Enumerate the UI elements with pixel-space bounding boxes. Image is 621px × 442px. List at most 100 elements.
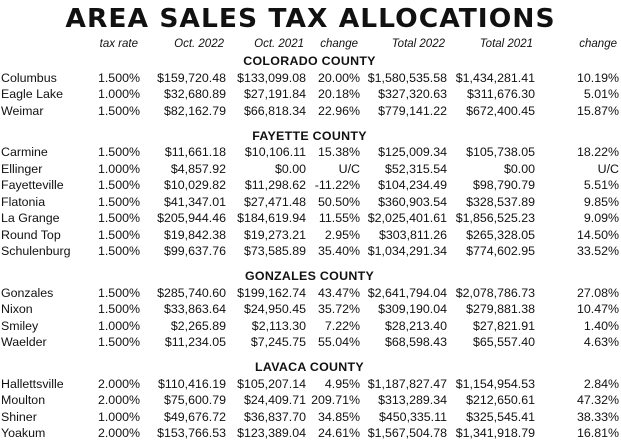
tax-rate: 1.500%: [97, 227, 140, 242]
city-name: Fayetteville: [1, 178, 64, 192]
change-month: 43.47%: [317, 285, 360, 300]
oct-2022: $159,720.48: [157, 70, 226, 85]
header-row: tax rate Oct. 2022 Oct. 2021 change Tota…: [0, 36, 621, 53]
change-month: 15.38%: [317, 145, 360, 159]
oct-2022: $99,637.76: [163, 244, 226, 258]
table-body: COLORADO COUNTY Columbus 1.500% $159,720.48…: [0, 53, 621, 442]
oct-2022: $75,600.79: [163, 393, 226, 407]
city-name: Eagle Lake: [1, 87, 64, 101]
table-row: Yoakum 2.000% $153,766.53 $123,389.04 24.61%…: [0, 425, 621, 442]
header-tax-rate: tax rate: [99, 38, 138, 51]
total-2021: $65,557.40: [472, 335, 535, 349]
oct-2021: $36,837.70: [243, 409, 306, 424]
city-name: Flatonia: [1, 194, 46, 209]
total-2021: $774,602.95: [466, 244, 535, 258]
city-name: Round Top: [1, 227, 61, 242]
total-2022: $2,025,401.61: [367, 211, 447, 225]
city-name: Moulton: [1, 393, 46, 407]
total-2022: $327,320.63: [378, 87, 447, 101]
section-gap: [0, 260, 621, 269]
oct-2022: $41,347.01: [163, 194, 226, 209]
change-month: 22.96%: [317, 103, 360, 118]
tax-rate: 1.000%: [97, 87, 140, 101]
oct-2022: $205,944.46: [157, 211, 226, 225]
header-change-total: change: [579, 38, 617, 51]
city-name: Shiner: [1, 409, 37, 424]
change-total: 33.52%: [576, 244, 619, 258]
city-name: Schulenburg: [1, 244, 71, 258]
total-2022: $309,190.04: [378, 302, 447, 316]
total-2022: $104,234.49: [378, 178, 447, 192]
total-2022: $52,315.54: [384, 161, 447, 176]
oct-2022: $285,740.60: [157, 285, 226, 300]
county-name: COLORADO COUNTY: [243, 54, 376, 68]
change-month: 55.04%: [317, 335, 360, 349]
tax-rate: 2.000%: [97, 376, 140, 391]
oct-2021: $66,818.34: [243, 103, 306, 118]
tax-allocations-page: AREA SALES TAX ALLOCATIONS tax rate Oct.…: [0, 4, 621, 440]
oct-2022: $19,842.38: [163, 227, 226, 242]
oct-2021: $11,298.62: [244, 178, 306, 192]
total-2022: $125,009.34: [378, 145, 447, 159]
header-city: [0, 36, 92, 53]
table-row: La Grange 1.500% $205,944.46 $184,619.94 11.…: [0, 210, 621, 227]
change-month: 11.55%: [318, 211, 360, 225]
table-row: Flatonia 1.500% $41,347.01 $27,471.48 50.50%…: [0, 194, 621, 211]
tax-rate: 1.500%: [97, 178, 140, 192]
total-2021: $265,328.05: [466, 227, 535, 242]
table-row: Columbus 1.500% $159,720.48 $133,099.08 20.0…: [0, 70, 621, 87]
oct-2022: $11,661.18: [164, 145, 226, 159]
city-name: Hallettsville: [1, 376, 64, 391]
table-row: Eagle Lake 1.000% $32,680.89 $27,191.84 20.1…: [0, 86, 621, 103]
oct-2021: $133,099.08: [237, 70, 306, 85]
table-row: Moulton 2.000% $75,600.79 $24,409.71 209.71%…: [0, 392, 621, 409]
city-name: Weimar: [1, 103, 44, 118]
table-row: Hallettsville 2.000% $110,416.19 $105,207.1…: [0, 376, 621, 393]
change-month: 7.22%: [324, 318, 360, 333]
total-2022: $779,141.22: [378, 103, 447, 118]
total-2021: $2,078,786.73: [455, 285, 535, 300]
table-row: Waelder 1.500% $11,234.05 $7,245.75 55.04% $6…: [0, 334, 621, 351]
city-name: Carmine: [1, 145, 48, 159]
change-month: 20.18%: [317, 87, 360, 101]
tax-rate: 1.500%: [97, 244, 140, 258]
change-month: 24.61%: [317, 426, 360, 440]
city-name: Gonzales: [1, 285, 54, 300]
change-month: 50.50%: [317, 194, 360, 209]
change-total: 10.19%: [576, 70, 619, 85]
change-month: 209.71%: [311, 393, 360, 407]
oct-2021: $10,106.11: [244, 145, 306, 159]
total-2021: $1,434,281.41: [455, 70, 535, 85]
county-name: LAVACA COUNTY: [255, 360, 364, 374]
oct-2022: $153,766.53: [157, 426, 226, 440]
total-2022: $1,567,504.78: [367, 426, 447, 440]
oct-2021: $19,273.21: [243, 227, 306, 242]
table-row: Carmine 1.500% $11,661.18 $10,106.11 15.38% $…: [0, 144, 621, 161]
oct-2021: $0.00: [274, 161, 306, 176]
county-header-row: LAVACA COUNTY: [0, 359, 621, 376]
total-2022: $303,811.26: [379, 227, 447, 242]
change-total: 27.08%: [576, 285, 619, 300]
page-title: AREA SALES TAX ALLOCATIONS: [65, 4, 556, 34]
header-oct-2022: Oct. 2022: [174, 38, 224, 51]
total-2021: $328,537.89: [466, 194, 535, 209]
total-2022: $1,580,535.58: [367, 70, 447, 85]
county-header-row: FAYETTE COUNTY: [0, 128, 621, 145]
oct-2021: $105,207.14: [237, 376, 306, 391]
change-month: 35.40%: [317, 244, 360, 258]
section-gap: [0, 119, 621, 128]
change-month: 2.95%: [324, 227, 360, 242]
tax-rate: 2.000%: [97, 426, 140, 440]
total-2022: $313,289.34: [378, 393, 447, 407]
change-month: 4.95%: [324, 376, 360, 391]
tax-rate: 1.000%: [97, 161, 140, 176]
tax-rate: 1.500%: [97, 285, 140, 300]
total-2022: $68,598.43: [384, 335, 447, 349]
oct-2022: $4,857.92: [170, 161, 226, 176]
county-name: GONZALES COUNTY: [244, 269, 375, 283]
change-total: 1.40%: [583, 318, 619, 333]
county-name: FAYETTE COUNTY: [252, 128, 367, 143]
city-name: Waelder: [1, 335, 47, 349]
oct-2021: $24,409.71: [243, 393, 306, 407]
total-2021: $0.00: [503, 161, 535, 176]
